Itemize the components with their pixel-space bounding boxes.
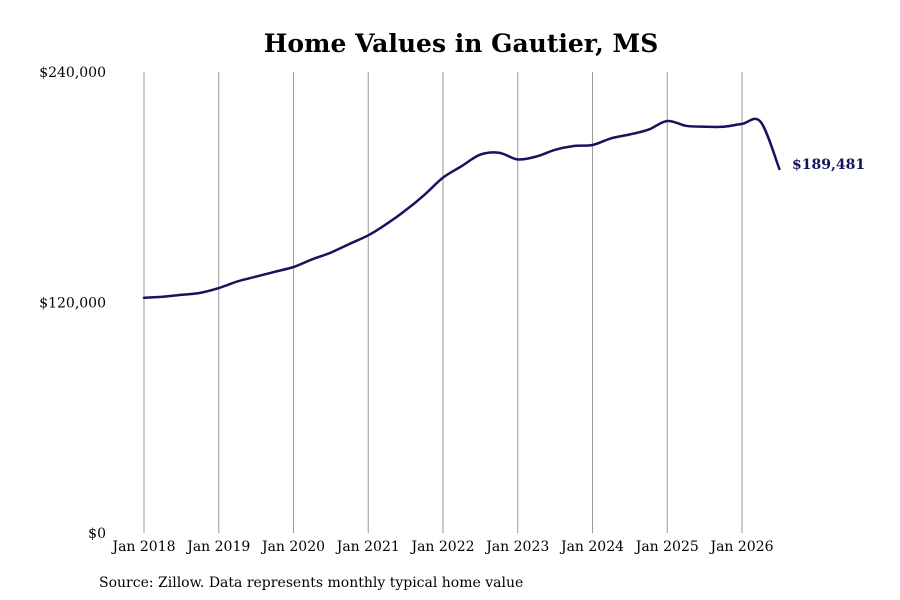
- x-tick-label: Jan 2025: [634, 539, 699, 555]
- x-tick-label: Jan 2021: [335, 539, 400, 555]
- y-tick-label: $240,000: [39, 65, 106, 81]
- y-tick-label: $0: [88, 526, 106, 542]
- x-tick-label: Jan 2024: [559, 539, 624, 555]
- x-tick-label: Jan 2022: [409, 539, 474, 555]
- x-axis-ticks: Jan 2018 Jan 2019 Jan 2020 Jan 2021 Jan 2022…: [110, 539, 773, 555]
- home-value-series-line: [142, 117, 781, 299]
- x-tick-label: Jan 2018: [110, 539, 175, 555]
- x-tick-label: Jan 2019: [185, 539, 250, 555]
- chart-title: Home Values in Gautier, MS: [264, 29, 659, 58]
- source-note: Source: Zillow. Data represents monthly …: [99, 575, 523, 591]
- y-axis-ticks: $0 $120,000 $240,000: [39, 65, 106, 542]
- y-tick-label: $120,000: [39, 296, 106, 312]
- latest-value-label: $189,481: [792, 157, 865, 173]
- vertical-gridlines: [143, 72, 743, 533]
- x-tick-label: Jan 2020: [260, 539, 325, 555]
- x-tick-label: Jan 2026: [708, 539, 773, 555]
- x-tick-label: Jan 2023: [484, 539, 549, 555]
